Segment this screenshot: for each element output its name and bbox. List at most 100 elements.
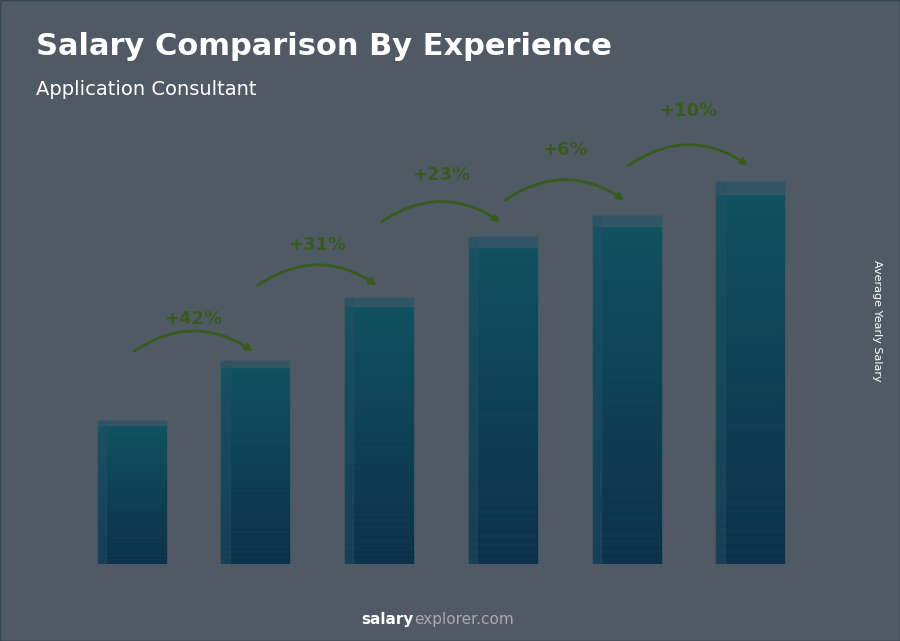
- Bar: [592, 216, 601, 564]
- Bar: [592, 233, 661, 242]
- Bar: [592, 294, 661, 303]
- Bar: [97, 539, 166, 543]
- Bar: [716, 230, 785, 240]
- Text: Application Consultant: Application Consultant: [36, 80, 256, 99]
- Bar: [221, 503, 290, 508]
- Bar: [469, 474, 537, 482]
- Bar: [345, 324, 413, 331]
- Bar: [97, 507, 166, 510]
- Bar: [469, 417, 537, 425]
- Bar: [221, 362, 290, 367]
- Bar: [592, 529, 661, 538]
- Bar: [97, 424, 166, 428]
- Bar: [345, 364, 413, 371]
- Bar: [345, 424, 413, 431]
- Bar: [716, 402, 785, 412]
- Bar: [716, 412, 785, 421]
- Bar: [97, 478, 166, 482]
- Bar: [97, 446, 166, 449]
- Bar: [716, 221, 785, 230]
- Bar: [716, 354, 785, 363]
- Bar: [592, 538, 661, 547]
- Bar: [469, 245, 537, 253]
- Bar: [345, 558, 413, 564]
- Bar: [592, 216, 661, 224]
- Bar: [345, 504, 413, 511]
- Bar: [469, 515, 537, 523]
- Bar: [97, 525, 166, 528]
- Bar: [221, 498, 290, 503]
- Bar: [716, 421, 785, 431]
- Bar: [592, 399, 661, 408]
- Bar: [97, 428, 166, 432]
- Bar: [221, 422, 290, 427]
- Bar: [716, 449, 785, 459]
- Bar: [592, 520, 661, 529]
- Bar: [716, 182, 785, 192]
- Bar: [592, 320, 661, 329]
- Bar: [469, 466, 537, 474]
- Bar: [221, 513, 290, 519]
- Bar: [345, 451, 413, 458]
- Bar: [97, 457, 166, 460]
- Bar: [716, 249, 785, 258]
- Bar: [592, 477, 661, 486]
- Bar: [345, 537, 413, 544]
- Bar: [345, 524, 413, 531]
- Bar: [469, 286, 537, 294]
- Bar: [345, 344, 413, 351]
- Bar: [716, 459, 785, 469]
- Bar: [221, 554, 290, 559]
- Bar: [345, 511, 413, 517]
- Bar: [469, 319, 537, 327]
- Bar: [469, 499, 537, 507]
- Bar: [97, 453, 166, 457]
- Bar: [716, 268, 785, 278]
- Bar: [345, 384, 413, 391]
- Bar: [345, 491, 413, 497]
- Bar: [592, 303, 661, 312]
- Bar: [592, 338, 661, 346]
- Bar: [97, 500, 166, 503]
- Bar: [716, 258, 785, 268]
- Bar: [716, 326, 785, 335]
- Bar: [592, 277, 661, 285]
- Bar: [716, 345, 785, 354]
- Bar: [221, 366, 290, 371]
- Bar: [469, 449, 537, 458]
- Text: 96,700 GBP: 96,700 GBP: [217, 338, 294, 351]
- Bar: [716, 507, 785, 517]
- Bar: [345, 338, 413, 344]
- Bar: [345, 391, 413, 397]
- Bar: [592, 346, 661, 355]
- Bar: [716, 287, 785, 297]
- Bar: [345, 464, 413, 471]
- Bar: [345, 297, 413, 306]
- Bar: [592, 364, 661, 372]
- Bar: [221, 519, 290, 524]
- Bar: [469, 523, 537, 531]
- Bar: [345, 297, 354, 564]
- Bar: [469, 540, 537, 547]
- Text: Salary Comparison By Experience: Salary Comparison By Experience: [36, 32, 612, 61]
- Bar: [716, 240, 785, 249]
- Bar: [345, 531, 413, 537]
- Bar: [469, 270, 537, 278]
- Bar: [716, 201, 785, 211]
- Text: +6%: +6%: [542, 141, 588, 159]
- Bar: [97, 474, 166, 478]
- Bar: [592, 512, 661, 520]
- Bar: [221, 427, 290, 432]
- Text: +10%: +10%: [660, 102, 717, 120]
- Bar: [221, 447, 290, 453]
- Bar: [716, 373, 785, 383]
- Bar: [716, 554, 785, 564]
- Bar: [97, 517, 166, 521]
- Bar: [592, 460, 661, 469]
- Bar: [97, 510, 166, 514]
- Bar: [469, 237, 537, 247]
- Bar: [592, 451, 661, 460]
- Bar: [221, 473, 290, 478]
- Bar: [345, 311, 413, 318]
- Bar: [97, 550, 166, 553]
